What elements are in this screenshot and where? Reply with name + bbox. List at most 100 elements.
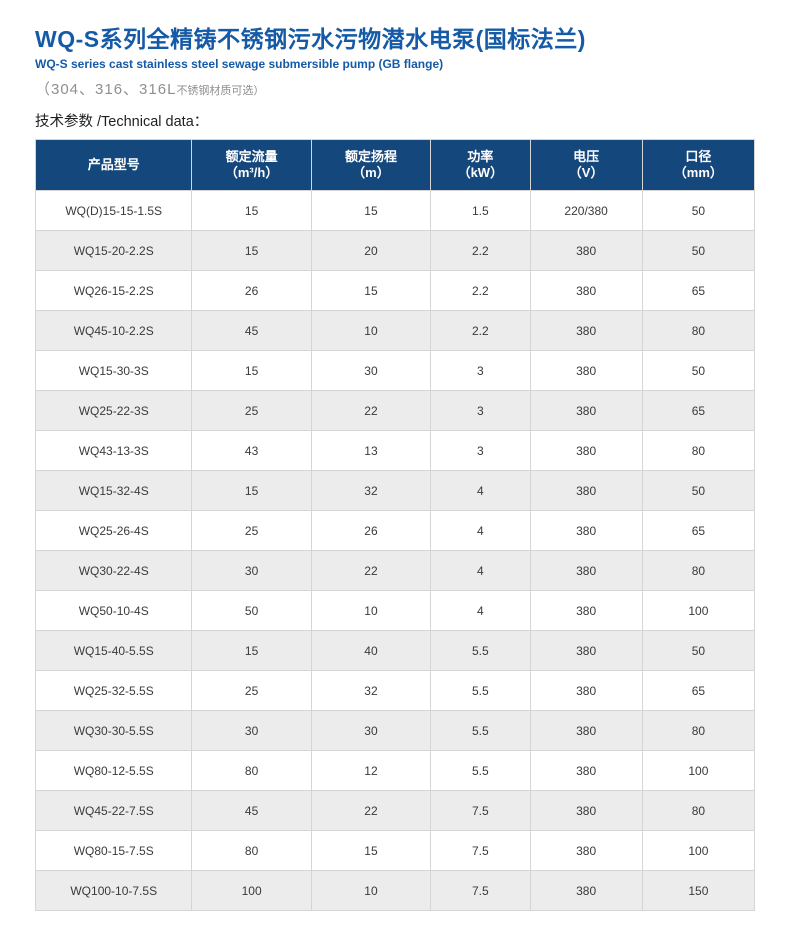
column-header-power: 功率 （kW） (430, 139, 531, 192)
column-header-voltage: 电压 （V） (529, 139, 643, 192)
table-row: WQ25-32-5.5S 25 32 5.5 380 65 (34, 670, 756, 712)
table-cell-flow: 45 (191, 310, 312, 352)
table-row: WQ15-40-5.5S 15 40 5.5 380 50 (34, 630, 756, 672)
table-cell-model: WQ25-26-4S (34, 510, 193, 552)
table-cell-diameter: 50 (641, 470, 756, 512)
table-cell-diameter: 50 (641, 230, 756, 272)
material-note-main: （304、316、316L (35, 81, 177, 99)
table-cell-flow: 15 (191, 350, 312, 392)
table-cell-power: 5.5 (430, 630, 531, 672)
table-cell-voltage: 380 (529, 430, 643, 472)
table-cell-diameter: 80 (641, 430, 756, 472)
table-cell-power: 3 (430, 430, 531, 472)
table-cell-diameter: 100 (641, 590, 756, 632)
table-cell-head: 10 (310, 870, 432, 912)
table-row: WQ50-10-4S 50 10 4 380 100 (34, 590, 756, 632)
table-cell-flow: 26 (191, 270, 312, 312)
table-cell-model: WQ30-22-4S (34, 550, 193, 592)
table-cell-head: 30 (310, 350, 432, 392)
table-header: 产品型号 额定流量 （m³/h） 额定扬程 （m） 功率 （kW） 电压 （V） 口径 （mm） (34, 139, 756, 192)
table-cell-head: 12 (310, 750, 432, 792)
table-cell-diameter: 80 (641, 550, 756, 592)
table-cell-head: 15 (310, 190, 432, 232)
table-row: WQ30-22-4S 30 22 4 380 80 (34, 550, 756, 592)
table-cell-diameter: 150 (641, 870, 756, 912)
table-cell-diameter: 80 (641, 790, 756, 832)
table-cell-flow: 25 (191, 670, 312, 712)
table-cell-model: WQ(D)15-15-1.5S (34, 190, 193, 232)
table-row: WQ30-30-5.5S 30 30 5.5 380 80 (34, 710, 756, 752)
table-cell-flow: 100 (191, 870, 312, 912)
column-header-model: 产品型号 (34, 139, 193, 192)
table-cell-head: 32 (310, 670, 432, 712)
table-cell-diameter: 100 (641, 830, 756, 872)
table-cell-head: 15 (310, 830, 432, 872)
table-cell-model: WQ15-40-5.5S (34, 630, 193, 672)
table-cell-voltage: 380 (529, 350, 643, 392)
table-cell-model: WQ15-20-2.2S (34, 230, 193, 272)
table-cell-voltage: 380 (529, 630, 643, 672)
table-cell-diameter: 50 (641, 350, 756, 392)
table-cell-power: 4 (430, 470, 531, 512)
material-note-small: 不锈钢材质可选） (176, 85, 265, 98)
material-note: （304、316、316L不锈钢材质可选） (35, 78, 755, 99)
table-header-row: 产品型号 额定流量 （m³/h） 额定扬程 （m） 功率 （kW） 电压 （V） 口径 （mm） (34, 139, 756, 192)
table-cell-model: WQ45-22-7.5S (34, 790, 193, 832)
table-cell-power: 7.5 (430, 790, 531, 832)
table-cell-voltage: 380 (529, 590, 643, 632)
table-cell-diameter: 65 (641, 510, 756, 552)
page: WQ-S系列全精铸不锈钢污水污物潜水电泵(国标法兰) WQ-S series c… (34, 26, 756, 912)
table-cell-voltage: 220/380 (529, 190, 643, 232)
table-cell-flow: 50 (191, 590, 312, 632)
table-cell-power: 1.5 (430, 190, 531, 232)
table-cell-voltage: 380 (529, 270, 643, 312)
table-cell-model: WQ15-30-3S (34, 350, 193, 392)
table-cell-model: WQ25-32-5.5S (34, 670, 193, 712)
table-cell-flow: 45 (191, 790, 312, 832)
table-cell-voltage: 380 (529, 390, 643, 432)
table-cell-power: 2.2 (430, 230, 531, 272)
table-cell-power: 3 (430, 350, 531, 392)
table-row: WQ26-15-2.2S 26 15 2.2 380 65 (34, 270, 756, 312)
table-cell-power: 5.5 (430, 750, 531, 792)
table-row: WQ15-20-2.2S 15 20 2.2 380 50 (34, 230, 756, 272)
table-cell-head: 30 (310, 710, 432, 752)
table-cell-voltage: 380 (529, 830, 643, 872)
table-cell-head: 15 (310, 270, 432, 312)
column-header-head: 额定扬程 （m） (310, 139, 432, 192)
table-row: WQ80-15-7.5S 80 15 7.5 380 100 (34, 830, 756, 872)
table-cell-flow: 43 (191, 430, 312, 472)
table-cell-voltage: 380 (529, 870, 643, 912)
page-title: WQ-S系列全精铸不锈钢污水污物潜水电泵(国标法兰) (35, 26, 586, 52)
table-cell-power: 2.2 (430, 270, 531, 312)
table-row: WQ25-22-3S 25 22 3 380 65 (34, 390, 756, 432)
table-cell-flow: 15 (191, 630, 312, 672)
table-cell-head: 26 (310, 510, 432, 552)
table-row: WQ45-10-2.2S 45 10 2.2 380 80 (34, 310, 756, 352)
table-cell-diameter: 80 (641, 310, 756, 352)
table-cell-power: 3 (430, 390, 531, 432)
table-cell-flow: 25 (191, 390, 312, 432)
table-cell-voltage: 380 (529, 470, 643, 512)
table-cell-voltage: 380 (529, 670, 643, 712)
table-cell-flow: 15 (191, 190, 312, 232)
table-cell-diameter: 50 (641, 630, 756, 672)
table-cell-model: WQ80-15-7.5S (34, 830, 193, 872)
table-row: WQ(D)15-15-1.5S 15 15 1.5 220/380 50 (34, 190, 756, 232)
table-cell-voltage: 380 (529, 710, 643, 752)
table-cell-model: WQ100-10-7.5S (34, 870, 193, 912)
technical-data-table: 产品型号 额定流量 （m³/h） 额定扬程 （m） 功率 （kW） 电压 （V） 口径 （mm） W… (34, 139, 756, 912)
table-row: WQ15-32-4S 15 32 4 380 50 (34, 470, 756, 512)
table-row: WQ80-12-5.5S 80 12 5.5 380 100 (34, 750, 756, 792)
table-row: WQ45-22-7.5S 45 22 7.5 380 80 (34, 790, 756, 832)
table-cell-flow: 15 (191, 470, 312, 512)
table-cell-power: 4 (430, 590, 531, 632)
table-cell-flow: 80 (191, 830, 312, 872)
table-cell-voltage: 380 (529, 550, 643, 592)
table-cell-power: 5.5 (430, 710, 531, 752)
table-cell-flow: 30 (191, 710, 312, 752)
table-cell-model: WQ43-13-3S (34, 430, 193, 472)
table-cell-model: WQ30-30-5.5S (34, 710, 193, 752)
table-cell-diameter: 80 (641, 710, 756, 752)
table-cell-voltage: 380 (529, 310, 643, 352)
